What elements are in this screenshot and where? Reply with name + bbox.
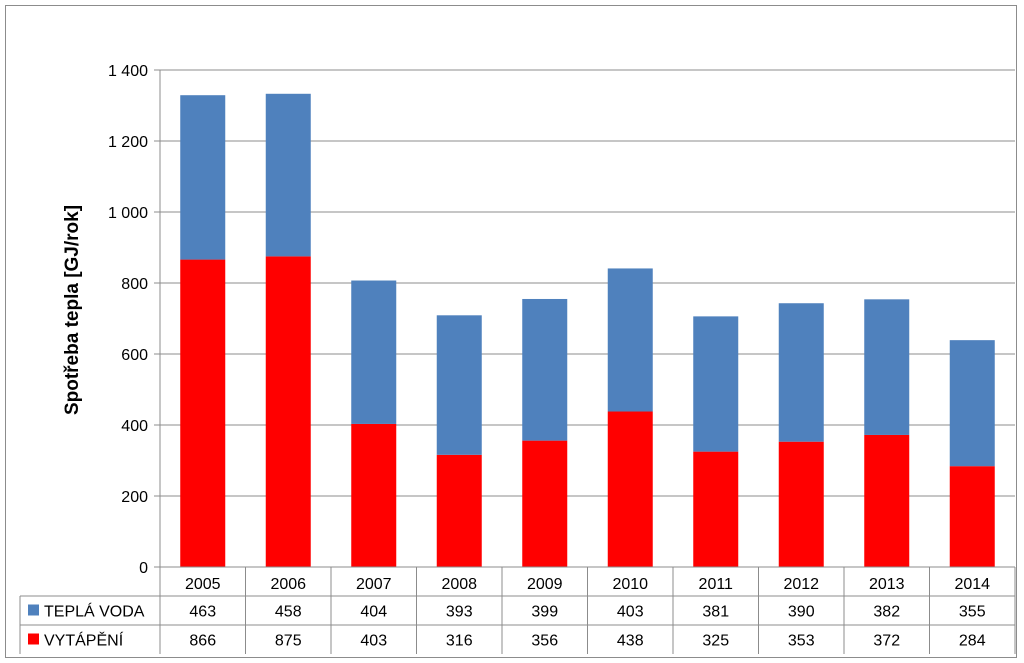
data-label: 393	[446, 604, 473, 621]
y-tick-label: 600	[121, 347, 148, 364]
data-label: 316	[446, 633, 473, 650]
data-label: 382	[873, 604, 900, 621]
axes: 0 200 400 600 800 1 000 1 200 1 400	[108, 63, 161, 577]
data-label: 381	[702, 604, 729, 621]
bar-segment	[864, 434, 910, 567]
data-label: 353	[788, 633, 815, 650]
bar-segment	[265, 256, 311, 567]
x-tick-label: 2010	[612, 576, 648, 593]
bar-segment	[351, 423, 397, 567]
x-tick-label: 2014	[954, 576, 990, 593]
bar-segment	[522, 440, 568, 567]
bar-segment	[180, 259, 226, 567]
bar-segment	[607, 411, 653, 567]
y-tick-label: 1 000	[108, 205, 148, 222]
y-tick-label: 200	[121, 489, 148, 506]
x-tick-label: 2006	[270, 576, 306, 593]
data-label: 390	[788, 604, 815, 621]
x-tick-label: 2012	[783, 576, 819, 593]
y-tick-label: 1 200	[108, 134, 148, 151]
x-tick-label: 2007	[356, 576, 392, 593]
bars	[180, 93, 995, 567]
bar-segment	[949, 340, 995, 467]
legend-label: VYTÁPĚNÍ	[44, 631, 124, 650]
legend-label: TEPLÁ VODA	[44, 602, 145, 621]
bar-segment	[864, 299, 910, 435]
bar-segment	[436, 315, 482, 455]
data-label: 325	[702, 633, 729, 650]
bar-segment	[436, 454, 482, 567]
bar-segment	[607, 268, 653, 412]
data-label: 403	[617, 604, 644, 621]
data-label: 372	[873, 633, 900, 650]
y-axis-label: Spotřeba tepla [GJ/rok]	[62, 205, 83, 415]
legend-key	[28, 633, 39, 645]
y-tick-label: 0	[139, 560, 148, 577]
y-tick-label: 1 400	[108, 63, 148, 80]
bar-segment	[778, 441, 824, 567]
chart-frame	[5, 5, 1017, 658]
data-label: 438	[617, 633, 644, 650]
x-tick-label: 2011	[699, 576, 734, 593]
bar-segment	[180, 95, 226, 260]
legend-key	[28, 604, 39, 616]
data-label: 875	[275, 633, 302, 650]
data-label: 355	[959, 604, 986, 621]
bar-segment	[351, 280, 397, 424]
bar-segment	[693, 316, 739, 452]
data-label: 356	[531, 633, 558, 650]
bar-segment	[265, 93, 311, 257]
data-label: 284	[959, 633, 986, 650]
x-tick-label: 2005	[185, 576, 221, 593]
data-table: 2005 2006 2007 2008 2009 2010 2011 2012 2013 2014…	[19, 566, 1016, 654]
data-label: 403	[360, 633, 387, 650]
x-tick-label: 2009	[527, 576, 563, 593]
x-tick-label: 2008	[441, 576, 477, 593]
data-label: 399	[531, 604, 558, 621]
bar-segment	[778, 303, 824, 442]
x-tick-label: 2013	[869, 576, 905, 593]
data-label: 866	[189, 633, 216, 650]
data-label: 463	[189, 604, 216, 621]
y-tick-label: 800	[121, 276, 148, 293]
data-label: 404	[360, 604, 387, 621]
y-tick-label: 400	[121, 418, 148, 435]
bar-segment	[693, 451, 739, 567]
data-label: 458	[275, 604, 302, 621]
bar-segment	[949, 466, 995, 567]
bar-segment	[522, 298, 568, 441]
